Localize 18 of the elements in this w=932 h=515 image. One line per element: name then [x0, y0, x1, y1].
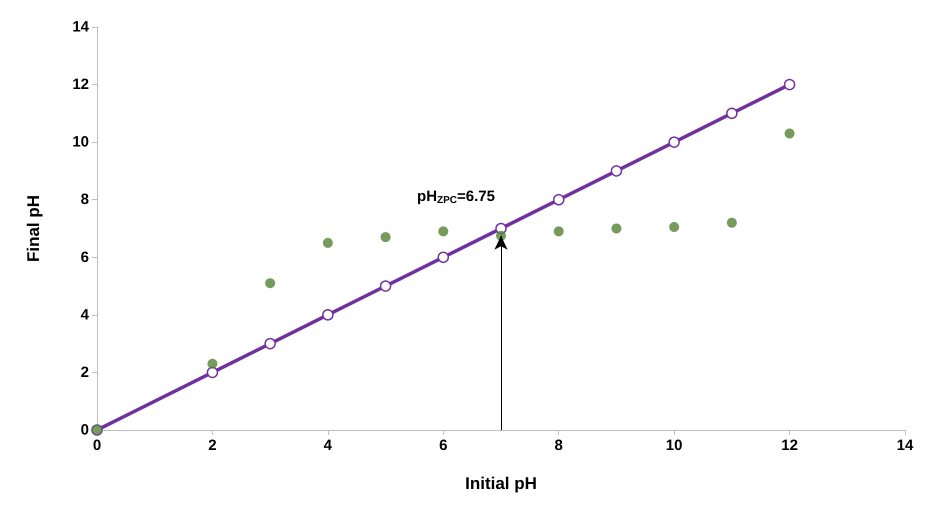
y-axis-title: Final pH: [24, 194, 43, 262]
y-tick-label: 6: [80, 248, 89, 266]
y-tick-label: 8: [80, 191, 89, 208]
x-tick-label: 12: [781, 437, 798, 454]
x-tick-label: 4: [324, 437, 333, 454]
x-tick-label: 2: [208, 437, 217, 454]
x-tick-label: 14: [896, 437, 914, 454]
y-tick-label: 12: [72, 76, 89, 94]
y-tick-label: 0: [80, 422, 89, 438]
x-tick-label: 0: [92, 437, 102, 454]
x-axis-title: Initial pH: [465, 474, 537, 493]
y-tick-label: 4: [80, 306, 90, 324]
x-tick-label: 8: [554, 437, 563, 454]
y-tick-label: 10: [72, 134, 89, 151]
y-tick-label: 2: [80, 364, 89, 381]
y-tick-label: 14: [72, 18, 90, 36]
x-tick-label: 10: [666, 437, 682, 454]
x-tick-label: 6: [439, 437, 448, 454]
